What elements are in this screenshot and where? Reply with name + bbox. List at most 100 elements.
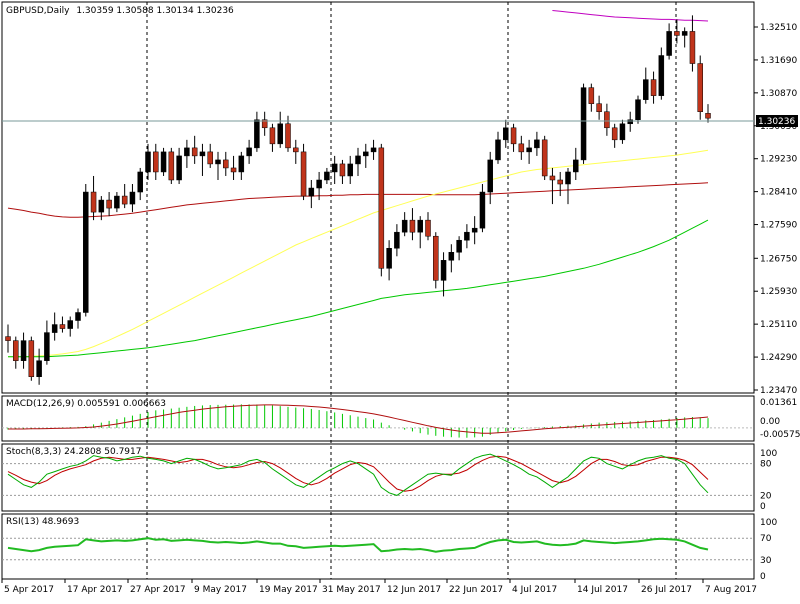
rsi-axis-label: 0 <box>760 572 766 582</box>
candle-bull <box>316 179 322 189</box>
current-price-text: 1.30236 <box>758 117 795 127</box>
date-label: 12 Jun 2017 <box>387 585 441 595</box>
stoch-label: Stoch(8,3,3) 24.2808 50.7917 <box>6 447 142 457</box>
ma-slow-line <box>7 182 709 218</box>
candle-bull <box>331 163 338 173</box>
candle-bull <box>238 155 245 173</box>
candle-bull <box>471 227 478 233</box>
symbol-label: GBPUSD,Daily <box>6 6 70 16</box>
candle-bull <box>448 252 455 261</box>
candle-bear <box>261 119 268 129</box>
chart-header: GBPUSD,Daily 1.30359 1.30588 1.30134 1.3… <box>6 6 234 16</box>
rsi-indicator: 100 70 30 0 <box>2 518 777 582</box>
candle-bear <box>121 195 128 205</box>
current-price-tag: 1.30236 <box>756 115 798 127</box>
candle-bull <box>184 147 190 157</box>
price-label: 1.31690 <box>760 56 797 66</box>
date-label: 26 Jul 2017 <box>641 585 692 595</box>
date-label: 31 May 2017 <box>322 585 381 595</box>
price-axis: 1.325101.316901.308701.300501.292301.284… <box>754 23 797 396</box>
stoch-axis-label: 20 <box>760 491 772 501</box>
candle-bear <box>510 127 517 145</box>
candle-bull <box>573 159 579 173</box>
candle-bull <box>635 99 641 121</box>
stoch-axis-label: 80 <box>760 460 772 470</box>
candle-bear <box>697 63 703 112</box>
candle-bull <box>67 320 73 329</box>
macd-axis-label: 0.00 <box>760 417 780 427</box>
candle-bull <box>658 55 665 96</box>
candle-bull <box>36 360 42 377</box>
candle-bear <box>433 235 439 281</box>
candle-bull <box>20 340 27 361</box>
date-label: 5 Apr 2017 <box>4 585 54 595</box>
candle-bull <box>215 159 221 165</box>
candle-bull <box>580 87 587 161</box>
rsi-label: RSI(13) 48.9693 <box>6 517 80 527</box>
candle-bull <box>75 312 81 321</box>
rsi-axis-label: 30 <box>760 556 772 566</box>
candle-bear <box>604 111 610 129</box>
candle-bear <box>689 31 696 64</box>
candle-bull <box>565 171 571 185</box>
ma-mid-line <box>8 149 709 358</box>
candle-bear <box>518 143 525 153</box>
candle-bull <box>114 195 120 209</box>
date-label: 14 Jul 2017 <box>577 585 628 595</box>
candle-bull <box>394 231 400 249</box>
date-label: 9 May 2017 <box>194 585 247 595</box>
candle-bull <box>464 231 470 241</box>
candle-bear <box>425 219 431 237</box>
candle-bear <box>549 175 556 181</box>
stoch-axis-label: 100 <box>760 449 777 459</box>
candle-bear <box>90 191 97 213</box>
candle-bull <box>681 31 688 36</box>
candle-bull <box>666 31 672 56</box>
candle-bull <box>137 171 143 193</box>
candle-bull <box>324 171 330 181</box>
candle-bull <box>386 248 392 269</box>
candle-bull <box>176 155 182 181</box>
candle-bull <box>277 123 283 145</box>
price-label: 1.28410 <box>760 188 797 198</box>
candle-bear <box>223 159 229 169</box>
candle-bull <box>363 151 369 157</box>
stoch-main-line <box>7 453 709 496</box>
candle-bear <box>588 87 595 104</box>
candle-bull <box>643 79 649 100</box>
date-label: 19 May 2017 <box>259 585 318 595</box>
price-label: 1.25110 <box>760 320 797 330</box>
candle-bull <box>44 332 50 361</box>
price-label: 1.26750 <box>760 254 797 264</box>
candle-bull <box>370 147 377 153</box>
candle-bear <box>28 340 35 377</box>
price-label: 1.23470 <box>760 386 797 396</box>
candle-bull <box>619 123 626 141</box>
date-label: 27 Apr 2017 <box>130 585 186 595</box>
candle-bull <box>534 139 540 149</box>
stoch-panel-frame <box>1 443 755 512</box>
candle-bear <box>191 147 198 157</box>
date-label: 22 Jun 2017 <box>449 585 503 595</box>
ohlc-values: 1.30359 1.30588 1.30134 1.30236 <box>76 6 234 16</box>
macd-axis-label: 0.01361 <box>760 398 797 408</box>
candle-bull <box>98 199 105 213</box>
candle-bull <box>254 119 260 149</box>
candle-bear <box>207 151 213 165</box>
date-axis: 5 Apr 2017 17 Apr 2017 27 Apr 2017 9 May 20… <box>1 579 757 595</box>
ma-fast-line <box>8 219 709 358</box>
candle-bear <box>285 123 291 149</box>
period-separators <box>146 2 677 579</box>
date-label: 17 Apr 2017 <box>67 585 123 595</box>
price-label: 1.30870 <box>760 89 797 99</box>
candle-bear <box>409 219 416 233</box>
candle-bear <box>230 167 237 173</box>
candle-bull <box>440 260 447 281</box>
price-label: 1.32510 <box>760 23 797 33</box>
rsi-panel-frame <box>1 513 755 580</box>
candle-bear <box>650 79 657 96</box>
price-label: 1.29230 <box>760 155 797 165</box>
